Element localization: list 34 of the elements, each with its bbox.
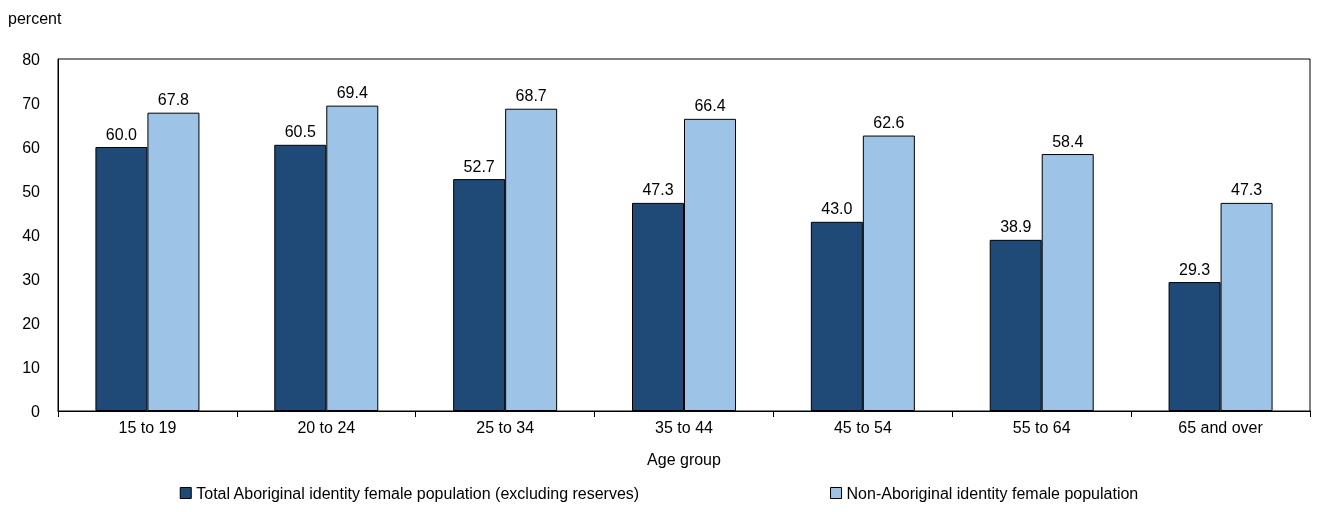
data-label: 60.5 bbox=[284, 123, 316, 141]
y-tick-label: 70 bbox=[22, 94, 41, 112]
y-tick-label: 30 bbox=[22, 270, 41, 288]
legend-label: Non-Aboriginal identity female population bbox=[846, 484, 1139, 502]
x-tick-label: 65 and over bbox=[1178, 418, 1264, 436]
data-label: 38.9 bbox=[1000, 218, 1032, 236]
y-tick-label: 60 bbox=[22, 138, 41, 156]
data-label: 69.4 bbox=[336, 84, 368, 102]
data-label: 43.0 bbox=[821, 200, 853, 218]
data-label: 47.3 bbox=[642, 181, 674, 199]
data-label: 29.3 bbox=[1179, 260, 1211, 278]
x-tick-label: 45 to 54 bbox=[833, 418, 892, 436]
y-tick-label: 80 bbox=[22, 50, 41, 68]
y-tick-label: 50 bbox=[22, 182, 41, 200]
data-label: 67.8 bbox=[157, 91, 190, 109]
y-tick-label: 10 bbox=[22, 358, 41, 376]
data-label: 62.6 bbox=[873, 114, 905, 132]
x-tick-label: 25 to 34 bbox=[476, 418, 535, 436]
y-tick-label: 20 bbox=[22, 314, 41, 332]
x-axis-title: Age group bbox=[647, 450, 722, 468]
x-tick-label: 35 to 44 bbox=[655, 418, 714, 436]
data-label: 58.4 bbox=[1052, 132, 1084, 150]
x-tick-label: 15 to 19 bbox=[118, 418, 177, 436]
data-label: 47.3 bbox=[1231, 181, 1263, 199]
x-tick-label: 20 to 24 bbox=[297, 418, 356, 436]
data-label: 68.7 bbox=[515, 87, 547, 105]
y-axis-title: percent bbox=[8, 9, 62, 27]
data-label: 60.0 bbox=[105, 125, 138, 143]
x-tick-label: 55 to 64 bbox=[1012, 418, 1071, 436]
legend-label: Total Aboriginal identity female population (excluding reserves) bbox=[196, 484, 640, 502]
y-tick-label: 0 bbox=[31, 402, 41, 420]
data-label: 52.7 bbox=[463, 157, 495, 175]
data-label: 66.4 bbox=[694, 97, 726, 115]
y-tick-label: 40 bbox=[22, 226, 41, 244]
